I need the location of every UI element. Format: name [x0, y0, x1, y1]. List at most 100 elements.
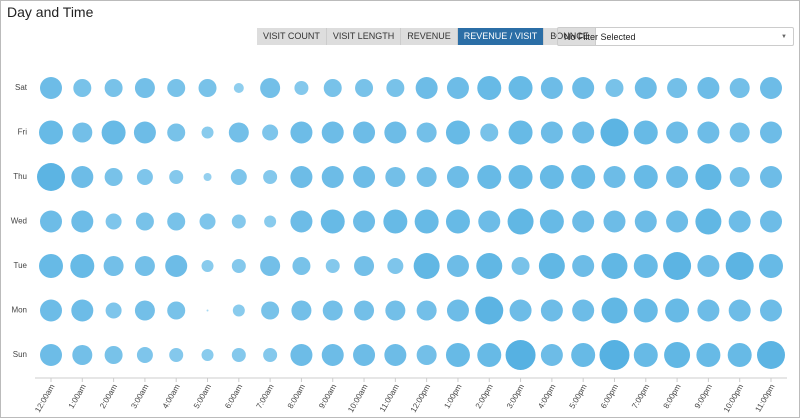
bubble — [385, 167, 406, 187]
bubble — [260, 78, 281, 98]
title: Day and Time — [7, 4, 94, 20]
bubble — [70, 254, 95, 278]
y-tick-label: Thu — [13, 172, 27, 181]
bubble — [230, 169, 247, 185]
bubble — [633, 120, 658, 145]
bubble — [572, 210, 595, 233]
bubble — [294, 81, 309, 95]
tab-button[interactable]: VISIT COUNT — [257, 28, 327, 45]
bubble — [233, 83, 244, 93]
y-tick-label: Mon — [11, 306, 27, 315]
bubble — [264, 215, 277, 228]
bubble — [511, 257, 530, 275]
bubble — [104, 168, 123, 186]
bubble — [664, 342, 691, 368]
tab-button[interactable]: VISIT LENGTH — [326, 28, 402, 45]
bubble — [73, 79, 92, 97]
x-tick-label: 7:00am — [255, 382, 276, 410]
bubble — [134, 256, 155, 276]
bubble — [478, 210, 501, 233]
x-tick-label: 6:00am — [223, 382, 244, 410]
bubble — [290, 166, 313, 188]
bubble — [40, 344, 62, 366]
bubble — [446, 77, 469, 99]
bubble — [71, 166, 94, 188]
bubble — [416, 167, 437, 187]
x-tick-label: 2:00pm — [474, 382, 495, 410]
y-tick-label: Sun — [13, 350, 27, 359]
dropdown-arrow: ▼ — [781, 34, 787, 40]
bubble — [540, 121, 563, 144]
tab-button[interactable]: REVENUE — [401, 28, 458, 45]
x-tick-label: 8:00am — [286, 382, 307, 410]
bubble — [697, 255, 720, 277]
bubble — [475, 296, 504, 325]
bubble — [320, 209, 345, 234]
bubble — [477, 343, 502, 367]
bubble — [383, 209, 408, 234]
bubble — [386, 79, 405, 97]
bubble — [729, 122, 750, 143]
bubble — [728, 210, 751, 233]
bubble — [105, 213, 122, 230]
filter-dropdown[interactable]: No Filter Selected ▼ — [557, 27, 794, 46]
bubble — [353, 210, 376, 233]
bubble — [600, 118, 629, 147]
bubble — [540, 77, 563, 99]
bubble — [572, 77, 595, 99]
x-tick-label: 2:00am — [98, 382, 119, 410]
bubble — [729, 78, 750, 98]
x-tick-label: 9:00am — [317, 382, 338, 410]
bubble — [321, 121, 344, 144]
bubble — [572, 121, 595, 144]
bubble — [633, 343, 658, 367]
bubble — [136, 169, 153, 185]
bubble — [634, 210, 657, 233]
bubble — [695, 208, 722, 235]
x-tick-label: 3:00am — [129, 382, 150, 410]
bubble — [476, 253, 503, 279]
bubble — [725, 252, 754, 280]
bubble — [136, 347, 153, 363]
bubble — [105, 302, 122, 319]
bubble — [663, 252, 692, 280]
bubble — [72, 122, 93, 143]
bubble — [353, 344, 376, 366]
bubble — [760, 166, 782, 188]
bubble — [169, 348, 184, 362]
y-tick-label: Sat — [15, 83, 28, 92]
tab-button[interactable]: REVENUE / VISIT — [457, 28, 545, 45]
x-tick-label: 1:00pm — [442, 382, 463, 410]
bubble — [508, 76, 533, 100]
bubble — [321, 344, 344, 366]
bubble — [39, 254, 63, 278]
bubble — [263, 348, 278, 362]
x-tick-label: 8:00pm — [662, 382, 683, 410]
bubble — [633, 165, 658, 189]
bubble — [445, 120, 470, 145]
bubble — [760, 299, 782, 322]
bubble — [321, 166, 344, 188]
bubble — [263, 170, 278, 184]
bubble — [354, 256, 375, 276]
bubble — [104, 79, 123, 97]
bubble — [416, 345, 437, 365]
bubble — [103, 256, 124, 276]
x-tick-label: 6:00pm — [599, 382, 620, 410]
bubble — [385, 300, 406, 321]
y-tick-label: Fri — [18, 128, 28, 137]
bubble — [165, 255, 188, 277]
bubble — [697, 121, 720, 144]
bubble — [198, 79, 217, 97]
bubble — [729, 167, 750, 187]
x-tick-label: 4:00am — [161, 382, 182, 410]
bubble — [599, 340, 630, 370]
y-tick-label: Tue — [14, 261, 28, 270]
bubble — [167, 79, 186, 97]
filter-text: No Filter Selected — [564, 32, 636, 42]
x-tick-label: 7:00pm — [630, 382, 651, 410]
bubble — [353, 166, 376, 188]
bubble — [477, 76, 502, 100]
bubble — [757, 341, 785, 369]
